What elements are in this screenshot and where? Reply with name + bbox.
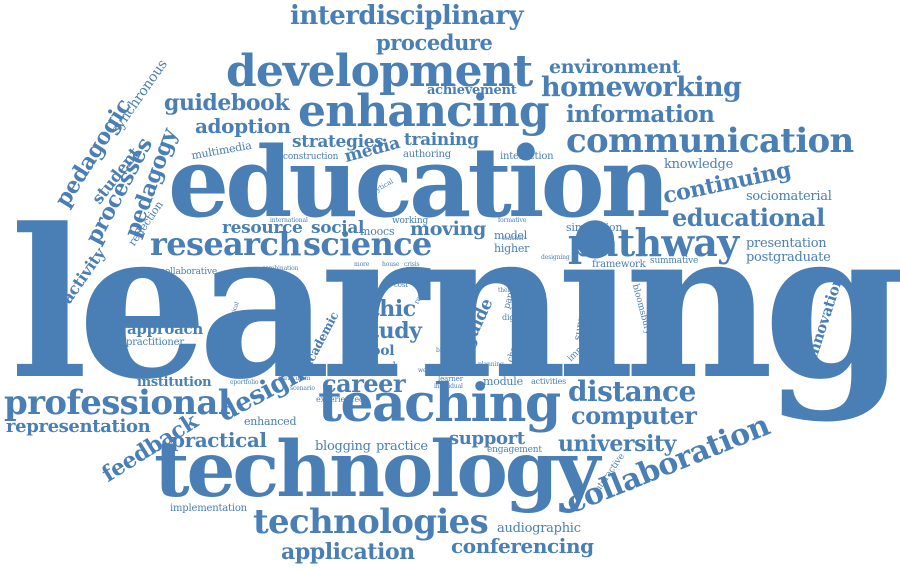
word-ethic: ethic [356, 296, 416, 322]
word-blogging: blogging [315, 439, 371, 454]
word-learner: learner [438, 375, 463, 383]
word-career: career [322, 369, 406, 398]
word-working: working [392, 216, 429, 226]
word-conferencing: conferencing [451, 534, 594, 558]
word-approach: approach [127, 320, 203, 338]
word-more: more [354, 261, 370, 268]
word-method: method [355, 360, 396, 373]
word-research: research [150, 225, 301, 263]
word-adoption: adoption [195, 114, 291, 138]
word-practitioner: practitioner [126, 337, 184, 348]
word-scenario: scenario [290, 385, 315, 392]
word-enhancing: enhancing [298, 86, 550, 137]
word-enhanced: enhanced [244, 415, 297, 428]
word-planning: planning [478, 361, 504, 368]
word-moving: moving [410, 218, 486, 240]
word-postgraduate: postgraduate [746, 250, 831, 265]
word-application: application [281, 539, 415, 565]
word-institution: institution [137, 375, 212, 390]
word-activities: activities [531, 377, 567, 386]
word-resource: resource [222, 218, 303, 238]
word-social: social [311, 218, 365, 238]
word-crisis: crisis [404, 261, 420, 268]
word-communication: communication [566, 121, 854, 161]
word-webinar: webinar [418, 367, 442, 374]
word-eportfolio: eportfolio [230, 379, 259, 386]
word-engagement: engagement [487, 445, 542, 455]
word-module: module [483, 375, 523, 388]
word-interdisciplinary: interdisciplinary [290, 1, 524, 31]
word-practice: practice [376, 439, 428, 454]
word-experienced: experienced [316, 395, 364, 404]
word-science: science [303, 225, 432, 263]
word-homeworking: homeworking [541, 72, 742, 103]
word-uptake: uptake [280, 303, 307, 312]
word-interaction: interaction [500, 151, 554, 162]
word-presentation: presentation [746, 236, 827, 251]
word-cost: cost [394, 281, 408, 289]
word-framework: framework [592, 259, 646, 270]
word-teaching: teaching [318, 373, 561, 434]
word-international: international [270, 217, 308, 224]
word-achievement: achievement [427, 83, 517, 98]
word-higher: higher [494, 242, 530, 255]
word-guidebook: guidebook [164, 90, 290, 116]
word-development: development [226, 46, 533, 97]
word-moocs: moocs [360, 225, 395, 238]
word-teacher: teacher [502, 235, 525, 242]
word-study: study [357, 318, 422, 344]
word-project: project [340, 369, 361, 376]
word-technologies: technologies [253, 502, 489, 542]
word-authoring: authoring [403, 149, 451, 160]
word-gamer: gamer [360, 295, 379, 302]
word-learning: learning [10, 185, 900, 425]
word-professional: professional [4, 383, 231, 423]
word-spread: spread [280, 293, 307, 302]
word-environment: environment [549, 56, 681, 78]
word-representation: representation [6, 416, 151, 437]
word-visual: visual [500, 271, 526, 281]
word-sociomaterial: sociomaterial [746, 189, 832, 204]
word-implementation: implementation [170, 503, 247, 514]
word-strategies: strategies [292, 132, 384, 152]
word-community: community [452, 367, 480, 373]
word-summative: summative [650, 256, 699, 266]
word-london: london [282, 283, 306, 291]
word-knowledge: knowledge [664, 157, 734, 172]
word-construction: construction [283, 152, 339, 162]
word-educational: educational [672, 203, 825, 232]
word-formative: formative [498, 217, 527, 224]
word-tool: tool [365, 343, 395, 359]
word-simulation: simulation [566, 221, 623, 234]
word-support: support [449, 428, 525, 449]
word-technology: technology [154, 425, 600, 515]
word-education: education [168, 126, 671, 239]
word-computer: computer [571, 401, 697, 430]
word-model: model [494, 229, 528, 242]
word-practical: practical [171, 428, 267, 452]
word-university: university [558, 431, 677, 457]
word-digital: digital [502, 313, 527, 322]
word-individual: individual [434, 383, 463, 390]
word-curriculum: curriculum [278, 375, 311, 382]
word-audiographic: audiographic [497, 521, 581, 536]
word-distance: distance [568, 375, 696, 408]
word-bitter: bitter [436, 347, 453, 354]
word-house: house [382, 261, 400, 268]
word-theme: theme [498, 287, 517, 294]
word-training: training [404, 130, 479, 150]
word-collaborative: collaborative [160, 267, 217, 277]
word-pathway: pathway [568, 220, 739, 265]
word-mode: mode [350, 295, 369, 303]
word-procedure: procedure [376, 30, 493, 55]
word-combination: combination [262, 265, 299, 272]
word-information: information [566, 101, 715, 128]
word-designing: designing [541, 254, 570, 261]
word-trend: trend [528, 371, 542, 377]
